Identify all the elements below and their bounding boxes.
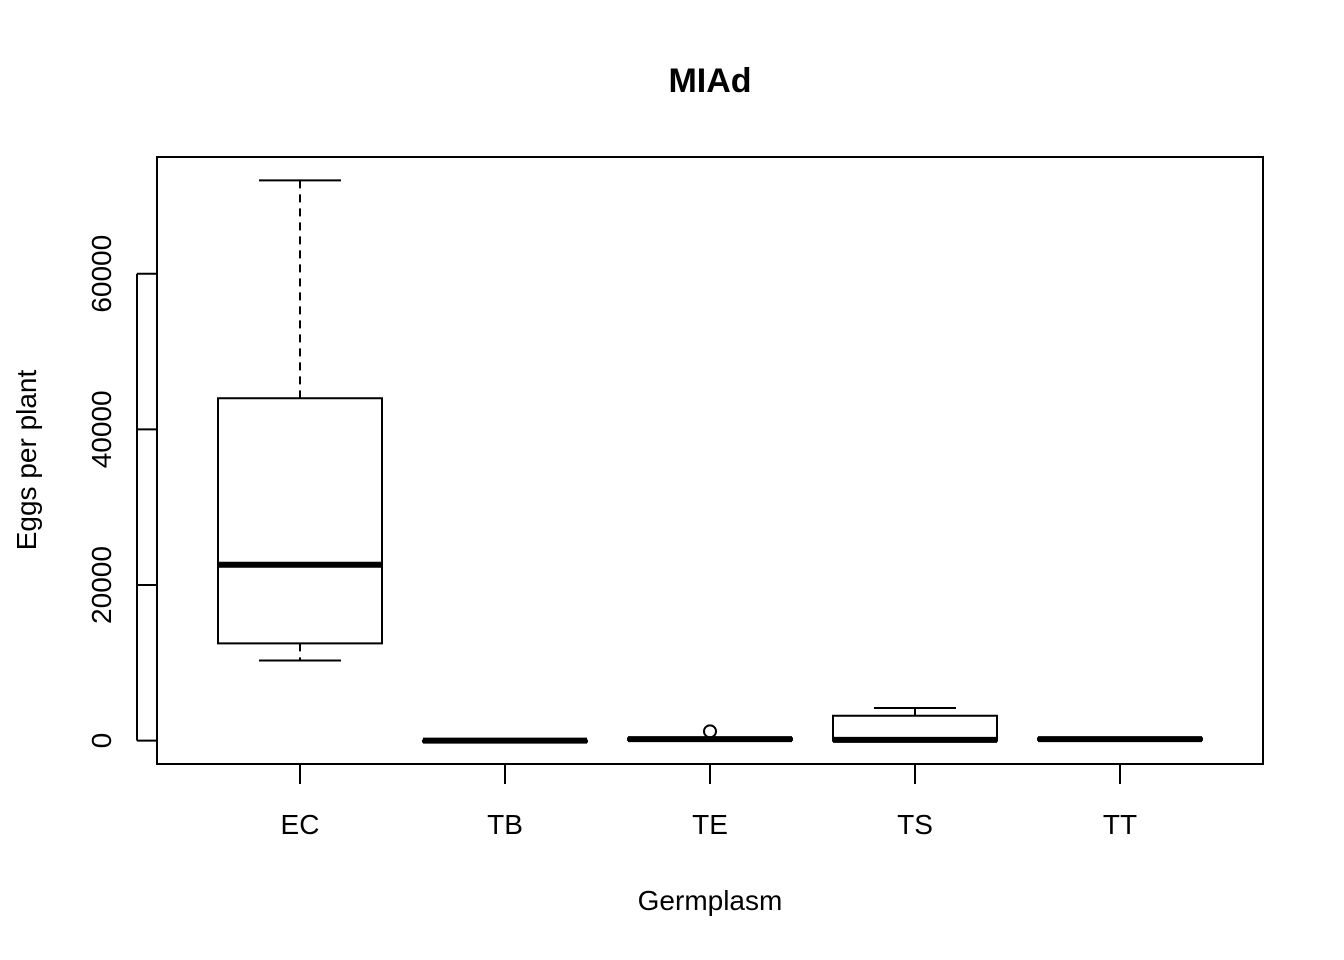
x-tick-label-te: TE <box>692 809 728 840</box>
plot-frame <box>156 156 1264 765</box>
y-tick-label: 0 <box>86 733 117 749</box>
x-tick-label-tb: TB <box>487 809 523 840</box>
y-tick-label: 40000 <box>86 390 117 468</box>
x-axis: EC TB TE TS TT <box>281 764 1137 840</box>
iqr-box <box>217 397 383 645</box>
box-te <box>627 724 793 743</box>
chart-title: MIAd <box>668 62 751 100</box>
y-tick-label: 20000 <box>86 546 117 624</box>
box-tb <box>422 737 588 744</box>
y-tick-label: 60000 <box>86 235 117 313</box>
box-ts <box>832 706 998 743</box>
y-axis-label: Eggs per plant <box>11 370 42 551</box>
x-tick-label-tt: TT <box>1103 809 1137 840</box>
outlier-point <box>703 724 717 739</box>
y-axis: 0 20000 40000 60000 <box>86 235 157 749</box>
x-tick-label-ec: EC <box>281 809 320 840</box>
box-tt <box>1037 736 1203 743</box>
boxes-layer <box>217 179 1203 744</box>
box-ec <box>217 179 383 662</box>
x-axis-label: Germplasm <box>638 885 783 916</box>
x-tick-label-ts: TS <box>897 809 933 840</box>
